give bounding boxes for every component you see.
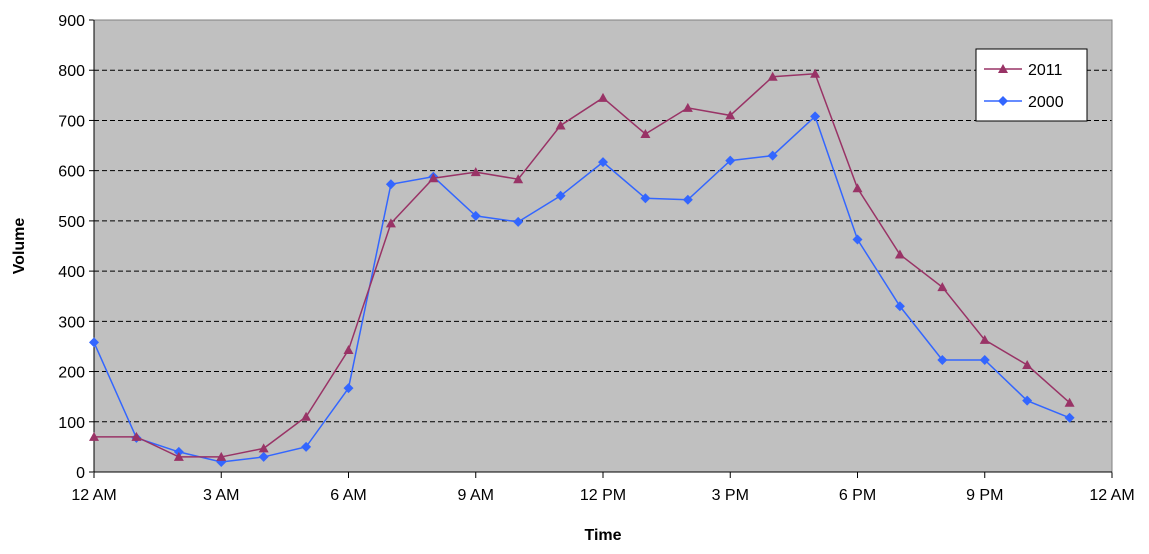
- x-tick-label: 3 AM: [203, 487, 239, 504]
- data-point: [852, 183, 863, 193]
- data-point: [470, 210, 481, 221]
- plot-area: [94, 20, 1112, 472]
- x-tick-label: 12 AM: [71, 487, 116, 504]
- x-tick-label: 3 PM: [712, 487, 749, 504]
- series-line: [93, 115, 1070, 463]
- legend-label: 2011: [1028, 62, 1063, 79]
- data-point: [343, 383, 354, 394]
- data-point: [725, 155, 736, 166]
- data-point: [470, 167, 481, 177]
- x-tick-label: 12 PM: [580, 487, 626, 504]
- legend-marker: [998, 64, 1008, 73]
- legend-box: [975, 48, 1088, 122]
- x-tick-label: 9 AM: [458, 487, 494, 504]
- data-point: [598, 92, 608, 102]
- series-2000: [89, 111, 1075, 467]
- data-point: [1022, 360, 1033, 370]
- x-tick-label: 12 AM: [1089, 487, 1134, 504]
- data-point: [89, 431, 99, 441]
- y-tick-label: 400: [58, 264, 85, 281]
- tick-labels: 0 100 200 300 400 500 600 700 800 900 12 AM 3 AM 6 A…: [58, 13, 1134, 504]
- series-2011: [89, 68, 1075, 461]
- y-tick-label: 100: [58, 415, 85, 432]
- data-point: [810, 68, 821, 78]
- data-point: [767, 150, 778, 161]
- data-point: [640, 129, 651, 139]
- data-point: [937, 355, 948, 366]
- y-tick-label: 800: [58, 63, 85, 80]
- series-group: [89, 68, 1075, 467]
- data-point: [682, 102, 693, 112]
- data-point: [513, 216, 524, 227]
- data-point: [555, 120, 566, 130]
- x-tick-label: 6 AM: [330, 487, 366, 504]
- series-line: [94, 72, 1071, 458]
- data-point: [640, 193, 651, 204]
- data-point: [131, 431, 142, 441]
- x-axis-title: Time: [584, 527, 621, 544]
- x-tick-label: 9 PM: [966, 487, 1003, 504]
- data-point: [852, 234, 863, 245]
- y-tick-label: 900: [58, 13, 85, 30]
- y-tick-label: 200: [58, 365, 85, 382]
- data-point: [301, 411, 312, 421]
- y-tick-label: 600: [58, 164, 85, 181]
- data-point: [258, 451, 269, 462]
- y-tick-label: 300: [58, 314, 85, 331]
- data-point: [555, 190, 566, 201]
- data-point: [258, 443, 269, 453]
- data-point: [1064, 397, 1075, 407]
- data-point: [173, 451, 184, 461]
- y-tick-label: 500: [58, 214, 85, 231]
- legend-label: 2000: [1028, 94, 1064, 111]
- y-tick-label: 0: [76, 465, 85, 482]
- x-tick-label: 6 PM: [839, 487, 876, 504]
- data-point: [301, 441, 312, 452]
- data-point: [1064, 412, 1075, 423]
- data-point: [1022, 395, 1033, 406]
- data-point: [894, 301, 905, 312]
- y-axis-title: Volume: [11, 218, 28, 275]
- data-point: [979, 355, 990, 366]
- data-point: [598, 157, 608, 168]
- data-point: [725, 110, 736, 120]
- data-point: [513, 174, 524, 184]
- data-point: [767, 71, 778, 81]
- data-point: [89, 337, 99, 348]
- data-point: [385, 218, 396, 228]
- data-point: [979, 334, 990, 344]
- data-point: [216, 451, 227, 461]
- data-point: [428, 173, 439, 183]
- data-point: [810, 111, 821, 122]
- data-point: [894, 249, 905, 259]
- data-point: [173, 446, 184, 457]
- data-point: [385, 179, 396, 190]
- legend: 2011 2000: [975, 48, 1088, 122]
- legend-marker: [998, 96, 1008, 106]
- data-point: [343, 344, 354, 354]
- y-tick-label: 700: [58, 113, 85, 130]
- axes: [89, 19, 1113, 478]
- data-point: [682, 194, 693, 205]
- data-point: [937, 282, 948, 292]
